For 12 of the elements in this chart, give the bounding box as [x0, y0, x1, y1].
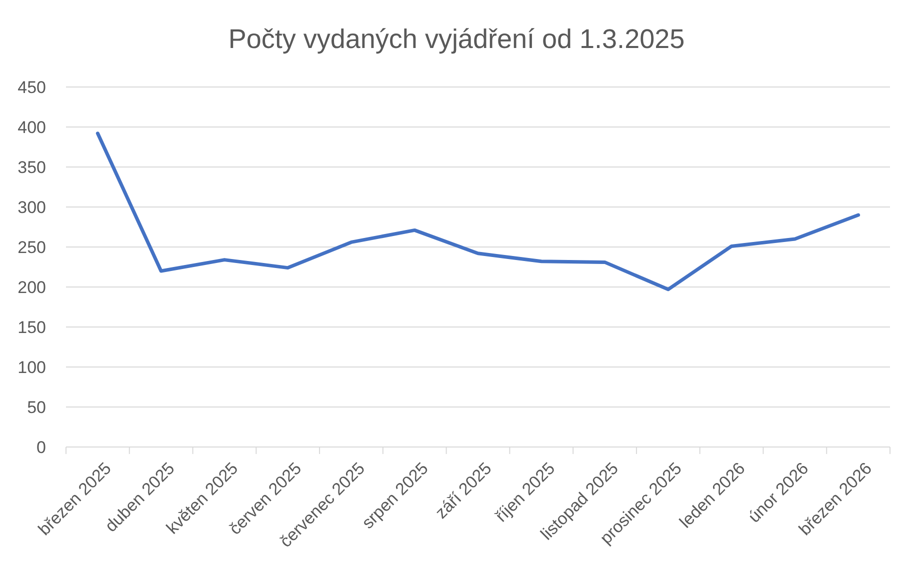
chart-title: Počty vydaných vyjádření od 1.3.2025 — [228, 24, 685, 54]
y-tick-label: 150 — [18, 318, 46, 337]
y-tick-label: 400 — [18, 118, 46, 137]
y-tick-label: 450 — [18, 78, 46, 97]
y-tick-label: 300 — [18, 198, 46, 217]
y-tick-label: 0 — [36, 438, 46, 457]
y-tick-label: 250 — [18, 238, 46, 257]
y-tick-label: 200 — [18, 278, 46, 297]
y-tick-label: 50 — [27, 398, 46, 417]
y-tick-label: 350 — [18, 158, 46, 177]
line-series — [96, 132, 860, 292]
y-tick-label: 100 — [18, 358, 46, 377]
